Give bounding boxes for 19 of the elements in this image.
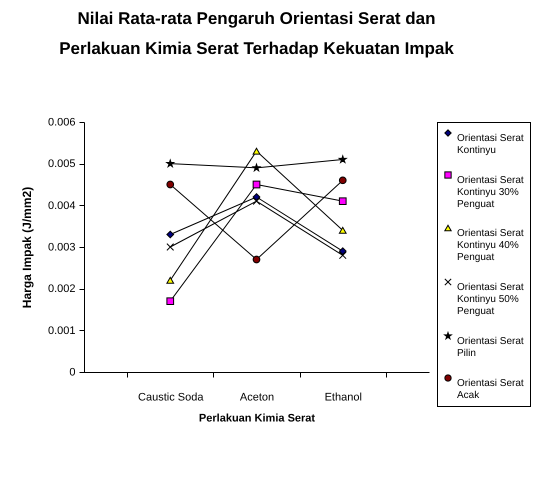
y-axis-title: Harga Impak (J/mm2) — [20, 186, 34, 308]
y-tick-label: 0 — [69, 366, 76, 378]
legend-label: Orientasi Serat Acak — [457, 378, 524, 401]
y-tick-label: 0.003 — [48, 242, 76, 254]
legend-label: Orientasi Serat Pilin — [457, 336, 524, 359]
x-axis-title: Perlakuan Kimia Serat — [198, 412, 316, 424]
x-tick-label: Aceton — [240, 392, 274, 404]
y-tick-label: 0.002 — [48, 283, 76, 296]
legend-label: Orientasi Serat Kontinyu 30% Penguat — [457, 175, 524, 210]
legend-label: Orientasi Serat Kontinyu 40% Penguat — [457, 228, 524, 263]
legend-label: Orientasi Serat Kontinyu — [457, 133, 524, 156]
x-tick-label: Ethanol — [324, 392, 362, 404]
chart-title: Nilai Rata-rata Pengaruh Orientasi Serat dan Perlakuan Kimia Serat Terhadap Kekuatan Impak — [59, 9, 454, 58]
y-tick-label: 0.005 — [48, 158, 76, 170]
y-tick-label: 0.001 — [48, 324, 76, 337]
y-tick-label: 0.006 — [48, 116, 76, 128]
y-tick-label: 0.004 — [48, 200, 76, 212]
x-tick-label: Caustic Soda — [138, 392, 204, 404]
legend-label: Orientasi Serat Kontinyu 50% Penguat — [457, 282, 524, 317]
